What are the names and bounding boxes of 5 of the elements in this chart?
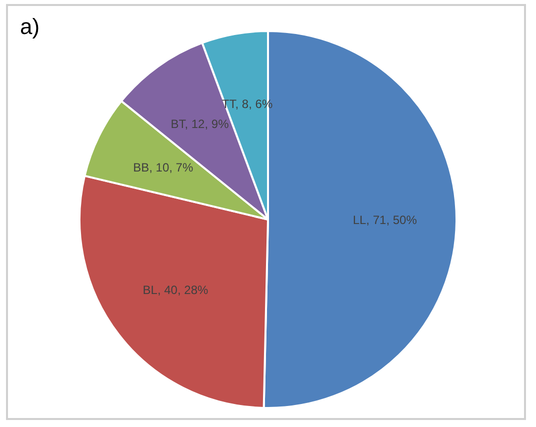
- slice-label: BL, 40, 28%: [142, 283, 208, 298]
- slice-label: BB, 10, 7%: [133, 160, 194, 174]
- slice-label: LL, 71, 50%: [352, 213, 418, 228]
- chart-title: a): [20, 14, 40, 40]
- slice-label: BT, 12, 9%: [170, 116, 230, 131]
